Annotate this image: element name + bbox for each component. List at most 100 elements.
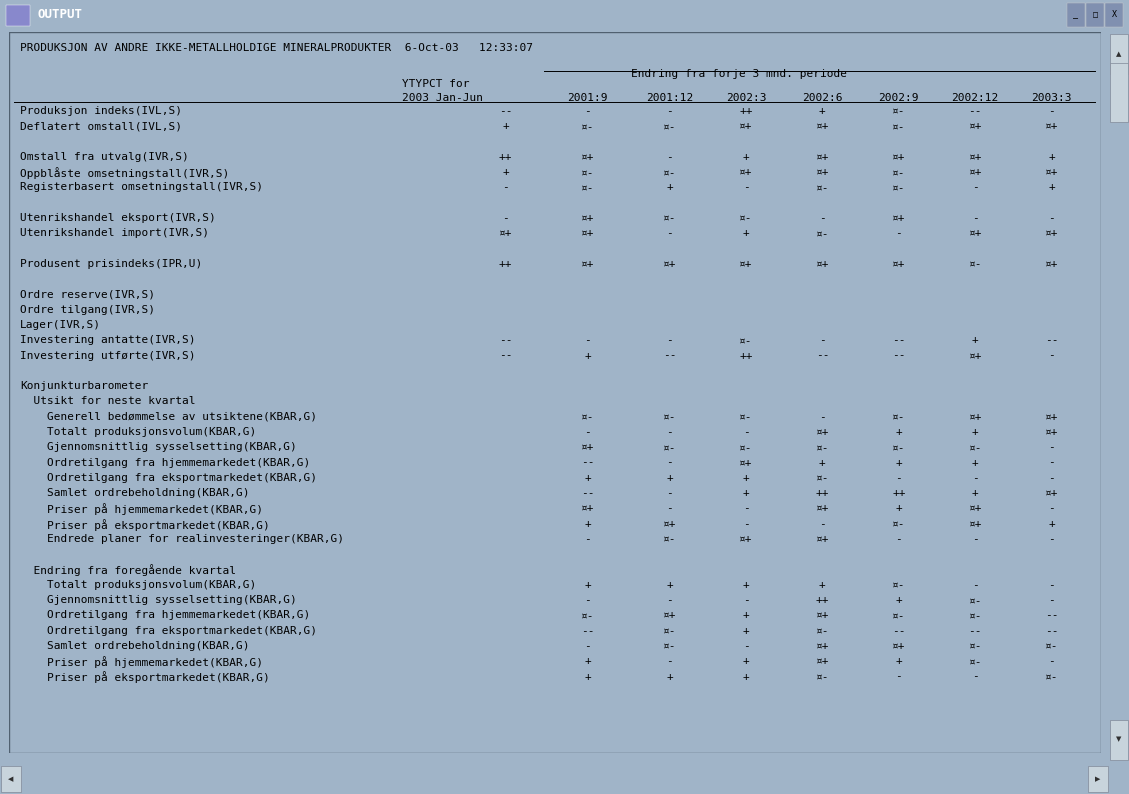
Text: ¤+: ¤+ (815, 657, 829, 666)
Text: ++: ++ (739, 351, 753, 360)
Bar (1110, 34, 1128, 74)
Text: Generell bedømmelse av utsiktene(KBAR,G): Generell bedømmelse av utsiktene(KBAR,G) (20, 412, 317, 422)
Bar (1110, 720, 1128, 760)
Text: --: -- (581, 626, 594, 636)
Text: ¤-: ¤- (892, 442, 905, 453)
Text: -: - (502, 183, 509, 192)
Text: 2002:12: 2002:12 (952, 93, 999, 103)
Text: --: -- (1045, 626, 1058, 636)
Text: ¤+: ¤+ (969, 152, 982, 162)
Text: --: -- (892, 335, 905, 345)
Text: ¤-: ¤- (739, 442, 753, 453)
Text: ¤+: ¤+ (663, 611, 676, 620)
Text: ¤+: ¤+ (1045, 427, 1058, 437)
Text: ¤-: ¤- (663, 213, 676, 223)
Text: -: - (1048, 534, 1054, 544)
Text: ¤+: ¤+ (1045, 488, 1058, 498)
Text: +: + (743, 488, 750, 498)
Bar (1, 766, 21, 792)
Text: +: + (1048, 152, 1054, 162)
Text: ¤-: ¤- (892, 183, 905, 192)
Text: ▼: ▼ (1117, 737, 1121, 742)
Text: +: + (585, 580, 590, 590)
Text: -: - (502, 213, 509, 223)
Bar (6, 5, 30, 25)
Text: ¤-: ¤- (892, 611, 905, 620)
Text: +: + (1048, 518, 1054, 529)
Text: ¤+: ¤+ (739, 168, 753, 177)
Text: +: + (585, 657, 590, 666)
Text: -: - (895, 534, 902, 544)
Text: ¤+: ¤+ (581, 503, 594, 514)
Text: +: + (666, 580, 673, 590)
Text: Ordretilgang fra hjemmemarkedet(KBAR,G): Ordretilgang fra hjemmemarkedet(KBAR,G) (20, 611, 310, 620)
Text: ¤+: ¤+ (815, 168, 829, 177)
Text: -: - (666, 457, 673, 468)
Text: --: -- (969, 626, 982, 636)
Text: Produksjon indeks(IVL,S): Produksjon indeks(IVL,S) (20, 106, 182, 116)
Text: ++: ++ (499, 259, 513, 269)
Text: ¤-: ¤- (739, 412, 753, 422)
Text: ¤+: ¤+ (1045, 259, 1058, 269)
Text: --: -- (499, 351, 513, 360)
Text: -: - (1048, 442, 1054, 453)
Text: ¤+: ¤+ (739, 457, 753, 468)
Text: 2001:12: 2001:12 (646, 93, 693, 103)
Text: +: + (895, 657, 902, 666)
Text: +: + (1048, 183, 1054, 192)
Text: +: + (743, 473, 750, 483)
Text: ¤+: ¤+ (892, 259, 905, 269)
Text: Utenrikshandel eksport(IVR,S): Utenrikshandel eksport(IVR,S) (20, 213, 216, 223)
Text: --: -- (1045, 611, 1058, 620)
Text: Priser på hjemmemarkedet(KBAR,G): Priser på hjemmemarkedet(KBAR,G) (20, 503, 263, 515)
Text: Endring fra foregående kvartal: Endring fra foregående kvartal (20, 565, 236, 576)
Text: --: -- (1045, 335, 1058, 345)
Text: ++: ++ (815, 596, 829, 605)
Text: Oppblåste omsetningstall(IVR,S): Oppblåste omsetningstall(IVR,S) (20, 168, 229, 179)
Text: -: - (1048, 503, 1054, 514)
Text: +: + (819, 580, 825, 590)
Text: --: -- (499, 335, 513, 345)
Text: ¤+: ¤+ (815, 641, 829, 651)
Text: -: - (895, 229, 902, 238)
Text: ¤+: ¤+ (815, 427, 829, 437)
Text: ▶: ▶ (1095, 776, 1101, 782)
Text: YTYPCT for: YTYPCT for (402, 79, 470, 89)
Text: ¤-: ¤- (663, 442, 676, 453)
Text: ¤-: ¤- (815, 672, 829, 681)
Text: ¤-: ¤- (663, 626, 676, 636)
Text: 2002:3: 2002:3 (726, 93, 767, 103)
Text: +: + (666, 183, 673, 192)
Text: -: - (585, 106, 590, 116)
Text: ¤-: ¤- (739, 335, 753, 345)
Text: ¤-: ¤- (892, 121, 905, 131)
Text: -: - (972, 580, 979, 590)
Bar (1087, 766, 1108, 792)
Text: Lager(IVR,S): Lager(IVR,S) (20, 320, 100, 330)
Text: Totalt produksjonsvolum(KBAR,G): Totalt produksjonsvolum(KBAR,G) (20, 580, 256, 590)
Text: +: + (972, 488, 979, 498)
Text: +: + (972, 427, 979, 437)
Text: -: - (972, 183, 979, 192)
Text: ¤+: ¤+ (815, 152, 829, 162)
Text: -: - (585, 641, 590, 651)
Text: ¤-: ¤- (663, 412, 676, 422)
Text: ¤+: ¤+ (969, 121, 982, 131)
Text: +: + (895, 503, 902, 514)
Text: ¤-: ¤- (892, 168, 905, 177)
Text: Produsent prisindeks(IPR,U): Produsent prisindeks(IPR,U) (20, 259, 202, 269)
Text: -: - (666, 596, 673, 605)
Bar (1086, 3, 1104, 27)
Text: ¤+: ¤+ (969, 168, 982, 177)
Text: ¤+: ¤+ (663, 259, 676, 269)
Text: +: + (743, 152, 750, 162)
Text: ¤+: ¤+ (1045, 412, 1058, 422)
Text: ¤-: ¤- (581, 611, 594, 620)
Text: ¤+: ¤+ (892, 641, 905, 651)
Text: ¤+: ¤+ (581, 152, 594, 162)
Text: ¤-: ¤- (663, 168, 676, 177)
Text: -: - (666, 152, 673, 162)
Text: ¤+: ¤+ (1045, 168, 1058, 177)
Text: 2003:3: 2003:3 (1032, 93, 1071, 103)
Text: -: - (1048, 473, 1054, 483)
